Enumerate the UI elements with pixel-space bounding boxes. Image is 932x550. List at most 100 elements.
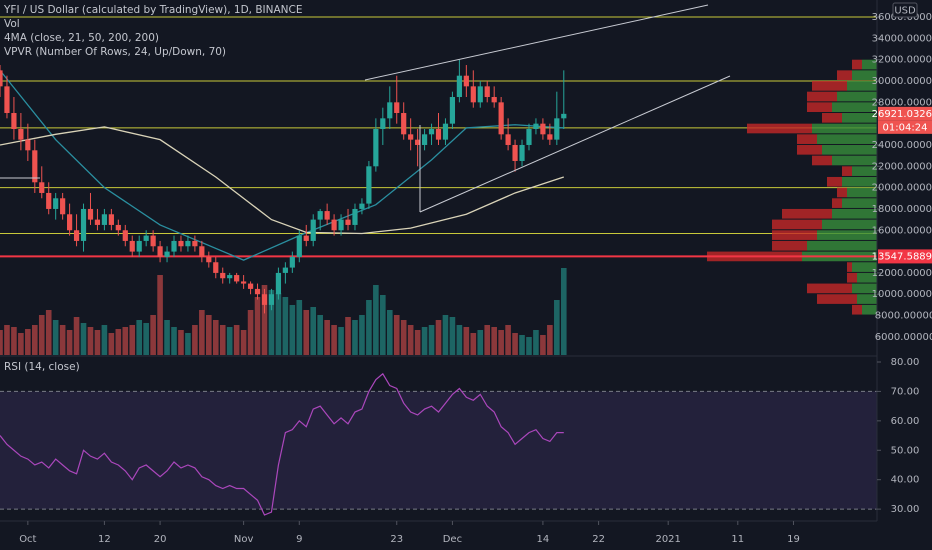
vpvr-up: [847, 187, 877, 198]
candle-body: [261, 294, 268, 305]
x-tick-label: Dec: [443, 534, 462, 545]
volume-bar: [66, 330, 73, 355]
vpvr-legend: VPVR (Number Of Rows, 24, Up/Down, 70): [4, 46, 226, 58]
currency: USD: [894, 6, 916, 17]
candle-body: [463, 75, 469, 87]
candle-body: [213, 262, 219, 273]
rsi-line: [0, 372, 564, 516]
volume-bar: [52, 320, 59, 355]
candle-body: [150, 235, 156, 247]
vpvr-down: [832, 198, 842, 208]
candle-body: [456, 75, 462, 98]
vpvr-up: [832, 208, 877, 219]
y-tick-label: 20000.00000: [872, 183, 932, 194]
candle-body: [32, 150, 38, 183]
y-tick-label: 6000.00000: [875, 332, 932, 343]
volume-bar: [352, 320, 358, 355]
volume-bar: [226, 327, 233, 355]
candle-body: [547, 134, 553, 140]
volume-bar: [324, 320, 330, 355]
candle-body: [282, 267, 288, 273]
candle-body: [338, 219, 344, 231]
candle-body: [331, 219, 337, 231]
volume-bar: [338, 327, 344, 355]
candle-body: [428, 128, 435, 135]
vpvr-down: [847, 262, 852, 272]
y-tick-label: 16000.00000: [872, 225, 932, 236]
volume-bar: [463, 327, 470, 355]
volume-bar: [254, 297, 261, 355]
volume-bar: [18, 333, 24, 355]
y-tick-label: 8000.00000: [875, 311, 932, 322]
volume-bar: [240, 330, 247, 355]
volume-bar: [108, 333, 115, 355]
volume-bar: [484, 325, 491, 355]
x-tick-label: 12: [98, 534, 111, 545]
rsi-tick-label: 60.00: [891, 416, 920, 427]
candle-body: [435, 128, 442, 140]
candle-body: [394, 102, 400, 114]
x-tick-label: Oct: [19, 534, 36, 545]
candle-body: [53, 198, 59, 209]
vpvr-down: [837, 187, 847, 198]
vpvr-down: [772, 240, 807, 251]
candle-body: [94, 219, 101, 225]
candle-body: [401, 113, 407, 135]
vpvr-down: [842, 166, 852, 176]
volume-bar: [80, 323, 87, 355]
volume-bar: [526, 337, 532, 355]
volume-bar: [449, 317, 456, 355]
ma-legend: 4MA (close, 21, 50, 200, 200): [4, 32, 159, 44]
volume-bar: [164, 320, 170, 355]
candle-body: [60, 198, 66, 215]
vpvr-down: [747, 123, 812, 134]
rsi-tick-label: 80.00: [891, 357, 920, 368]
candle-body: [143, 235, 149, 241]
vpvr-up: [832, 155, 877, 166]
volume-bar: [129, 325, 136, 355]
y-tick-label: 10000.00000: [872, 289, 932, 300]
vpvr-down: [807, 102, 832, 113]
volume-bar: [540, 335, 546, 355]
candle-body: [234, 275, 240, 282]
volume-bar: [143, 323, 149, 355]
vpvr-up: [822, 219, 877, 230]
x-tick-label: 9: [296, 534, 302, 545]
vpvr-down: [807, 91, 837, 102]
candle-body: [247, 283, 254, 289]
volume-bar: [560, 268, 567, 355]
volume-bar: [414, 330, 421, 355]
vpvr-down: [812, 81, 847, 91]
vpvr-up: [862, 304, 877, 315]
volume-bar: [206, 315, 212, 355]
vpvr-down: [812, 155, 832, 166]
x-tick-label: 2021: [655, 534, 680, 545]
volume-bar: [268, 290, 275, 355]
currency-box[interactable]: [892, 2, 918, 18]
volume-bar: [275, 293, 282, 355]
vpvr-up: [857, 272, 877, 283]
last-price-box: [878, 106, 932, 121]
candle-body: [241, 281, 247, 284]
volume-bar: [38, 315, 45, 355]
candle-body: [380, 118, 386, 129]
candle-body: [206, 256, 212, 263]
volume-bar: [4, 325, 10, 355]
volume-bar: [212, 320, 219, 355]
vpvr-up: [842, 113, 877, 123]
volume-bar: [331, 325, 337, 355]
axis-layer: 6000.00000 8000.00000 10000.00000 12000.000…: [19, 12, 932, 545]
volume-bar: [122, 327, 129, 355]
candle-body: [129, 240, 135, 252]
x-tick-label: 22: [592, 534, 605, 545]
vpvr-down: [782, 208, 832, 219]
vpvr-up: [832, 102, 877, 113]
plot-layer: [0, 16, 877, 516]
volume-bar: [32, 325, 38, 355]
volume-bar: [115, 329, 122, 355]
y-tick-label: 32000.00000: [872, 55, 932, 66]
volume-bar: [505, 325, 511, 355]
volume-bar: [0, 330, 3, 355]
volume-bar: [386, 310, 393, 355]
y-tick-label: 34000.00000: [872, 33, 932, 44]
